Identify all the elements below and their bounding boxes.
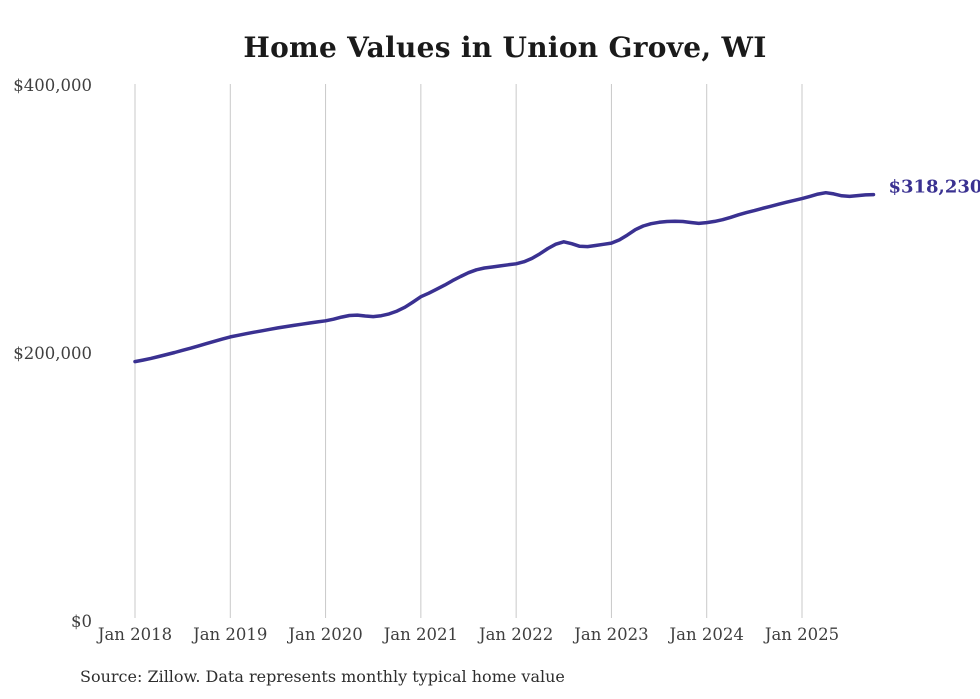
x-axis-tick-label: Jan 2020 (286, 625, 362, 644)
x-axis-tick-label: Jan 2019 (191, 625, 267, 644)
y-axis-tick-label: $400,000 (13, 76, 92, 95)
x-axis-tick-label: Jan 2021 (382, 625, 458, 644)
x-axis-tick-label: Jan 2023 (572, 625, 648, 644)
home-value-line-series (133, 190, 876, 364)
source-note: Source: Zillow. Data represents monthly … (80, 667, 565, 686)
x-axis-tick-label: Jan 2022 (477, 625, 553, 644)
y-axis-tick-label: $200,000 (13, 344, 92, 363)
x-axis-tick-label: Jan 2024 (668, 625, 744, 644)
y-axis-tick-label: $0 (71, 612, 92, 631)
chart-title: Home Values in Union Grove, WI (243, 31, 767, 64)
x-axis-tick-label: Jan 2025 (763, 625, 839, 644)
x-axis-tick-label: Jan 2018 (96, 625, 172, 644)
series-end-value-label: $318,230 (888, 177, 980, 198)
